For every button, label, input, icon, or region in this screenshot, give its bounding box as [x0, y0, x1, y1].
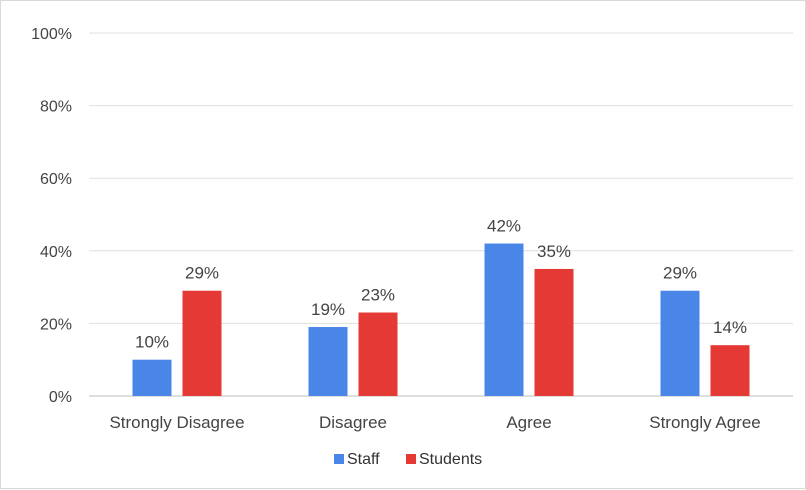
bar-students [710, 345, 750, 396]
bar-staff [660, 290, 700, 396]
legend-swatch-students [406, 454, 416, 464]
y-tick-label: 100% [31, 26, 72, 43]
data-label: 19% [311, 300, 345, 319]
bar-staff [484, 243, 524, 396]
data-label: 42% [487, 217, 521, 236]
y-tick-label: 60% [40, 171, 72, 188]
y-tick-label: 0% [49, 389, 72, 406]
x-category-label: Agree [506, 413, 551, 432]
y-tick-label: 20% [40, 316, 72, 333]
bar-students [358, 312, 398, 396]
data-label: 29% [663, 264, 697, 283]
y-tick-label: 40% [40, 244, 72, 261]
data-label: 29% [185, 264, 219, 283]
x-category-label: Disagree [319, 413, 387, 432]
legend-swatch-staff [334, 454, 344, 464]
legend-label-staff: Staff [347, 451, 380, 468]
y-tick-label: 80% [40, 99, 72, 116]
bar-students [182, 290, 222, 396]
data-label: 23% [361, 286, 395, 305]
bar-staff [132, 359, 172, 396]
bar-staff [308, 327, 348, 396]
x-category-label: Strongly Disagree [109, 413, 244, 432]
bar-students [534, 268, 574, 396]
x-category-label: Strongly Agree [649, 413, 761, 432]
data-label: 10% [135, 333, 169, 352]
data-label: 35% [537, 242, 571, 261]
legend-label-students: Students [419, 451, 482, 468]
data-label: 14% [713, 318, 747, 337]
